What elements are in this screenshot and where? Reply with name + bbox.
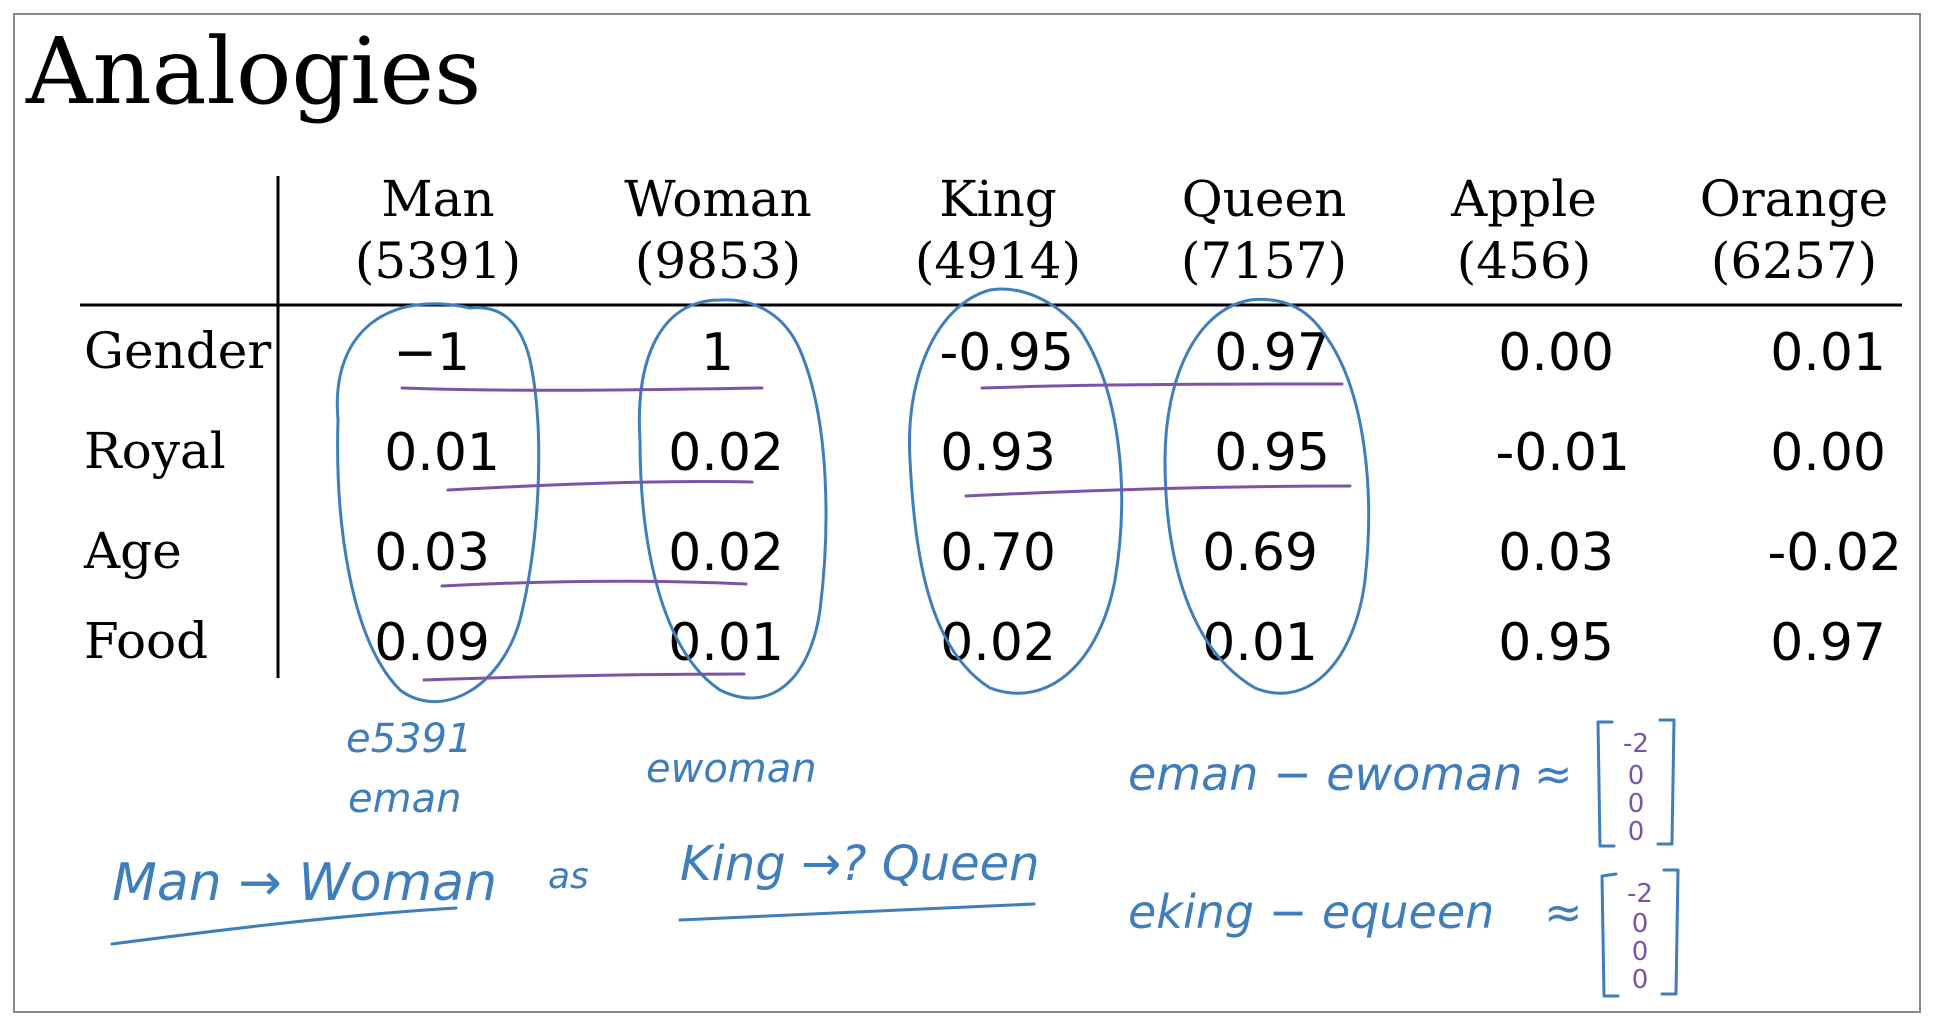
bracket-left — [1600, 872, 1620, 998]
note-e5391: e5391 — [346, 716, 472, 762]
table-cell: 0.70 — [940, 523, 1056, 583]
note-eman: eman — [348, 776, 461, 822]
analogy-right-underline — [678, 902, 1036, 922]
note-analogy-right: King →? Queen — [680, 836, 1040, 892]
handwritten-notes: e5391 eman ewoman Man → Woman as King →?… — [110, 716, 1583, 946]
link-stroke — [400, 386, 764, 392]
column-index: (456) — [1457, 232, 1591, 290]
diff-vector-2: -2 0 0 0 — [1600, 868, 1680, 998]
table-cell: 0.97 — [1214, 323, 1330, 383]
table-cell: 0.01 — [1202, 613, 1318, 673]
table-cell: 0.93 — [940, 423, 1056, 483]
table-cell: 0.95 — [1498, 613, 1614, 673]
table-cell: 0.01 — [668, 613, 784, 673]
table-cell: 0.97 — [1770, 613, 1886, 673]
table-cell: -0.02 — [1767, 523, 1902, 583]
bracket-left — [1596, 720, 1616, 848]
table-cell: 0.01 — [1770, 323, 1886, 383]
table-row: 0.01 0.02 0.93 0.95 -0.01 0.00 — [384, 423, 1886, 483]
pair-link-strokes — [400, 382, 1352, 682]
note-diff2: eking − equeen — [1128, 885, 1494, 939]
table-cell: 0.03 — [374, 523, 490, 583]
note-ewoman: ewoman — [646, 746, 817, 792]
row-label: Royal — [84, 422, 226, 480]
vector-entry: 0 — [1632, 909, 1649, 939]
table-cell: 1 — [701, 323, 734, 383]
table-header: Man (5391) Woman (9853) King (4914) Quee… — [355, 170, 1888, 290]
column-word: King — [939, 170, 1057, 228]
row-labels: Gender Royal Age Food — [83, 322, 271, 670]
link-stroke — [422, 672, 746, 682]
note-analogy-as: as — [548, 856, 589, 897]
column-index: (4914) — [915, 232, 1081, 290]
table-cell: 0.69 — [1202, 523, 1318, 583]
row-label: Food — [84, 612, 208, 670]
slide-frame — [13, 13, 1921, 1013]
column-word: Apple — [1450, 170, 1597, 228]
note-diff1-approx: ≈ — [1534, 747, 1573, 801]
table-cell: 0.02 — [940, 613, 1056, 673]
table-row: −1 1 -0.95 0.97 0.00 0.01 — [393, 323, 1886, 383]
table-cell: -0.95 — [939, 323, 1074, 383]
column-index: (9853) — [635, 232, 801, 290]
vector-entry: 0 — [1628, 761, 1645, 791]
table-cell: -0.01 — [1495, 423, 1630, 483]
vector-entry: 0 — [1628, 789, 1645, 819]
note-diff2-approx: ≈ — [1544, 885, 1583, 939]
vector-entry: 0 — [1628, 817, 1645, 847]
column-index: (5391) — [355, 232, 521, 290]
oval-queen — [1163, 297, 1371, 695]
note-diff1: eman − ewoman — [1128, 747, 1522, 801]
table-cell: −1 — [393, 323, 470, 383]
table-cell: 0.09 — [374, 613, 490, 673]
column-word: Woman — [624, 170, 812, 228]
column-word: Queen — [1182, 170, 1347, 228]
link-stroke — [964, 484, 1352, 498]
oval-woman — [637, 298, 828, 700]
table-cell: 0.02 — [668, 523, 784, 583]
link-stroke — [446, 479, 754, 492]
table-row: 0.03 0.02 0.70 0.69 0.03 -0.02 — [374, 523, 1902, 583]
link-stroke — [980, 382, 1344, 390]
row-label: Gender — [84, 322, 271, 380]
oval-king — [907, 287, 1124, 695]
table-row: 0.09 0.01 0.02 0.01 0.95 0.97 — [374, 613, 1886, 673]
table-cell: 0.95 — [1214, 423, 1330, 483]
table-cell: 0.00 — [1770, 423, 1886, 483]
vector-entry: 0 — [1632, 937, 1649, 967]
table-cell: 0.00 — [1498, 323, 1614, 383]
table-cell: 0.02 — [668, 423, 784, 483]
column-index: (7157) — [1181, 232, 1347, 290]
vector-entry: -2 — [1623, 729, 1649, 759]
vector-entry: -2 — [1627, 879, 1653, 909]
analogy-left-underline — [110, 906, 458, 946]
column-highlight-ovals — [335, 287, 1371, 703]
table-cell: 0.01 — [384, 423, 500, 483]
link-stroke — [440, 579, 748, 588]
slide-title: Analogies — [25, 18, 481, 125]
column-index: (6257) — [1711, 232, 1877, 290]
column-word: Man — [381, 170, 494, 228]
oval-man — [335, 302, 541, 703]
vector-entry: 0 — [1632, 965, 1649, 995]
row-label: Age — [83, 522, 182, 580]
note-analogy-left: Man → Woman — [112, 853, 497, 913]
table-cell: 0.03 — [1498, 523, 1614, 583]
diff-vector-1: -2 0 0 0 — [1596, 718, 1676, 848]
column-word: Orange — [1700, 170, 1889, 228]
bracket-right — [1656, 718, 1676, 846]
bracket-right — [1660, 868, 1680, 996]
